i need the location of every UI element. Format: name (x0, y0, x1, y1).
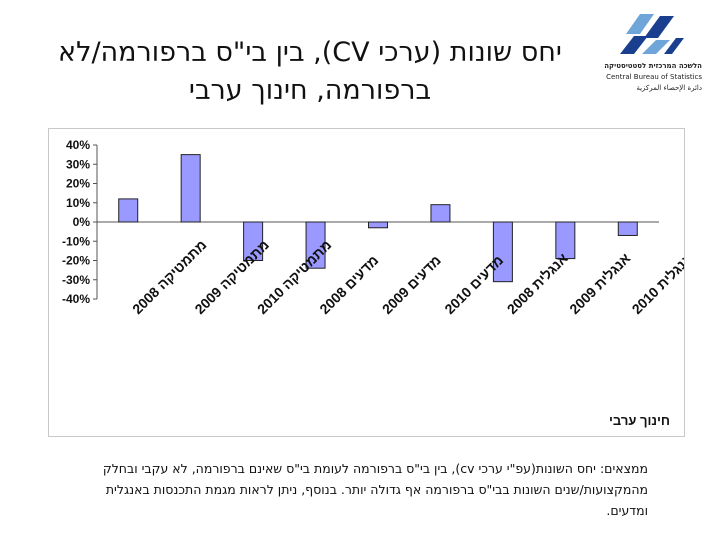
bar-5 (368, 221, 388, 229)
bar-6 (430, 204, 451, 223)
category-label: אנגלית 2008 (504, 250, 572, 318)
slide-title: יחס שונות (ערכי CV), בין בי"ס ברפורמה/לא… (10, 34, 610, 110)
bar-chart: 40%30%20%10%0%-10%-20%-30%-40% מתמטיקה 2… (62, 138, 696, 428)
bar-7 (492, 221, 513, 283)
chart-container: 40% 30% 20% 10% 0% -10% -20% -30% -40% מתמטיקה 2… (48, 128, 696, 437)
chart-title: חינוך ערבי (609, 413, 670, 428)
bar-4 (305, 221, 326, 269)
bar-2 (180, 154, 201, 223)
cbs-hebrew-name: הלשכה המרכזית לסטטיסטיקה (604, 62, 702, 70)
y-tick-label: -20% (62, 254, 90, 268)
y-tick-label: 40% (66, 138, 90, 152)
category-label: אנגלית 2009 (566, 250, 634, 318)
slide-title-line-1: יחס שונות (ערכי CV), בין בי"ס ברפורמה/לא (58, 37, 562, 68)
category-label: מדעים 2008 (316, 252, 381, 317)
cbs-logo: הלשכה המרכזית לסטטיסטיקה Central Bureau … (602, 10, 702, 102)
category-label: מדעים 2010 (441, 252, 506, 317)
cbs-arabic-name: دائرة الإحصاء المركزية (636, 84, 702, 92)
y-tick-label: 20% (66, 177, 90, 191)
bar-9 (617, 221, 638, 236)
bar-3 (243, 221, 264, 261)
y-tick-label: -40% (62, 292, 90, 306)
y-tick-label: 30% (66, 157, 90, 171)
category-label: מדעים 2009 (379, 252, 444, 317)
bar-8 (555, 221, 576, 260)
category-label: אנגלית 2010 (629, 250, 684, 318)
y-tick-label: 10% (66, 196, 90, 210)
y-tick-label: 0% (73, 215, 91, 229)
slide-title-line-2: ברפורמה, חינוך ערבי (188, 75, 432, 106)
findings-text: ממצאים: יחס השונות(עפ"י ערכי cv), בין בי… (102, 461, 648, 518)
cbs-logo-icon (620, 14, 684, 54)
y-tick-label: -10% (62, 234, 90, 248)
bar-1 (118, 198, 139, 223)
y-tick-label: -30% (62, 273, 90, 287)
cbs-english-name: Central Bureau of Statistics (606, 73, 702, 81)
